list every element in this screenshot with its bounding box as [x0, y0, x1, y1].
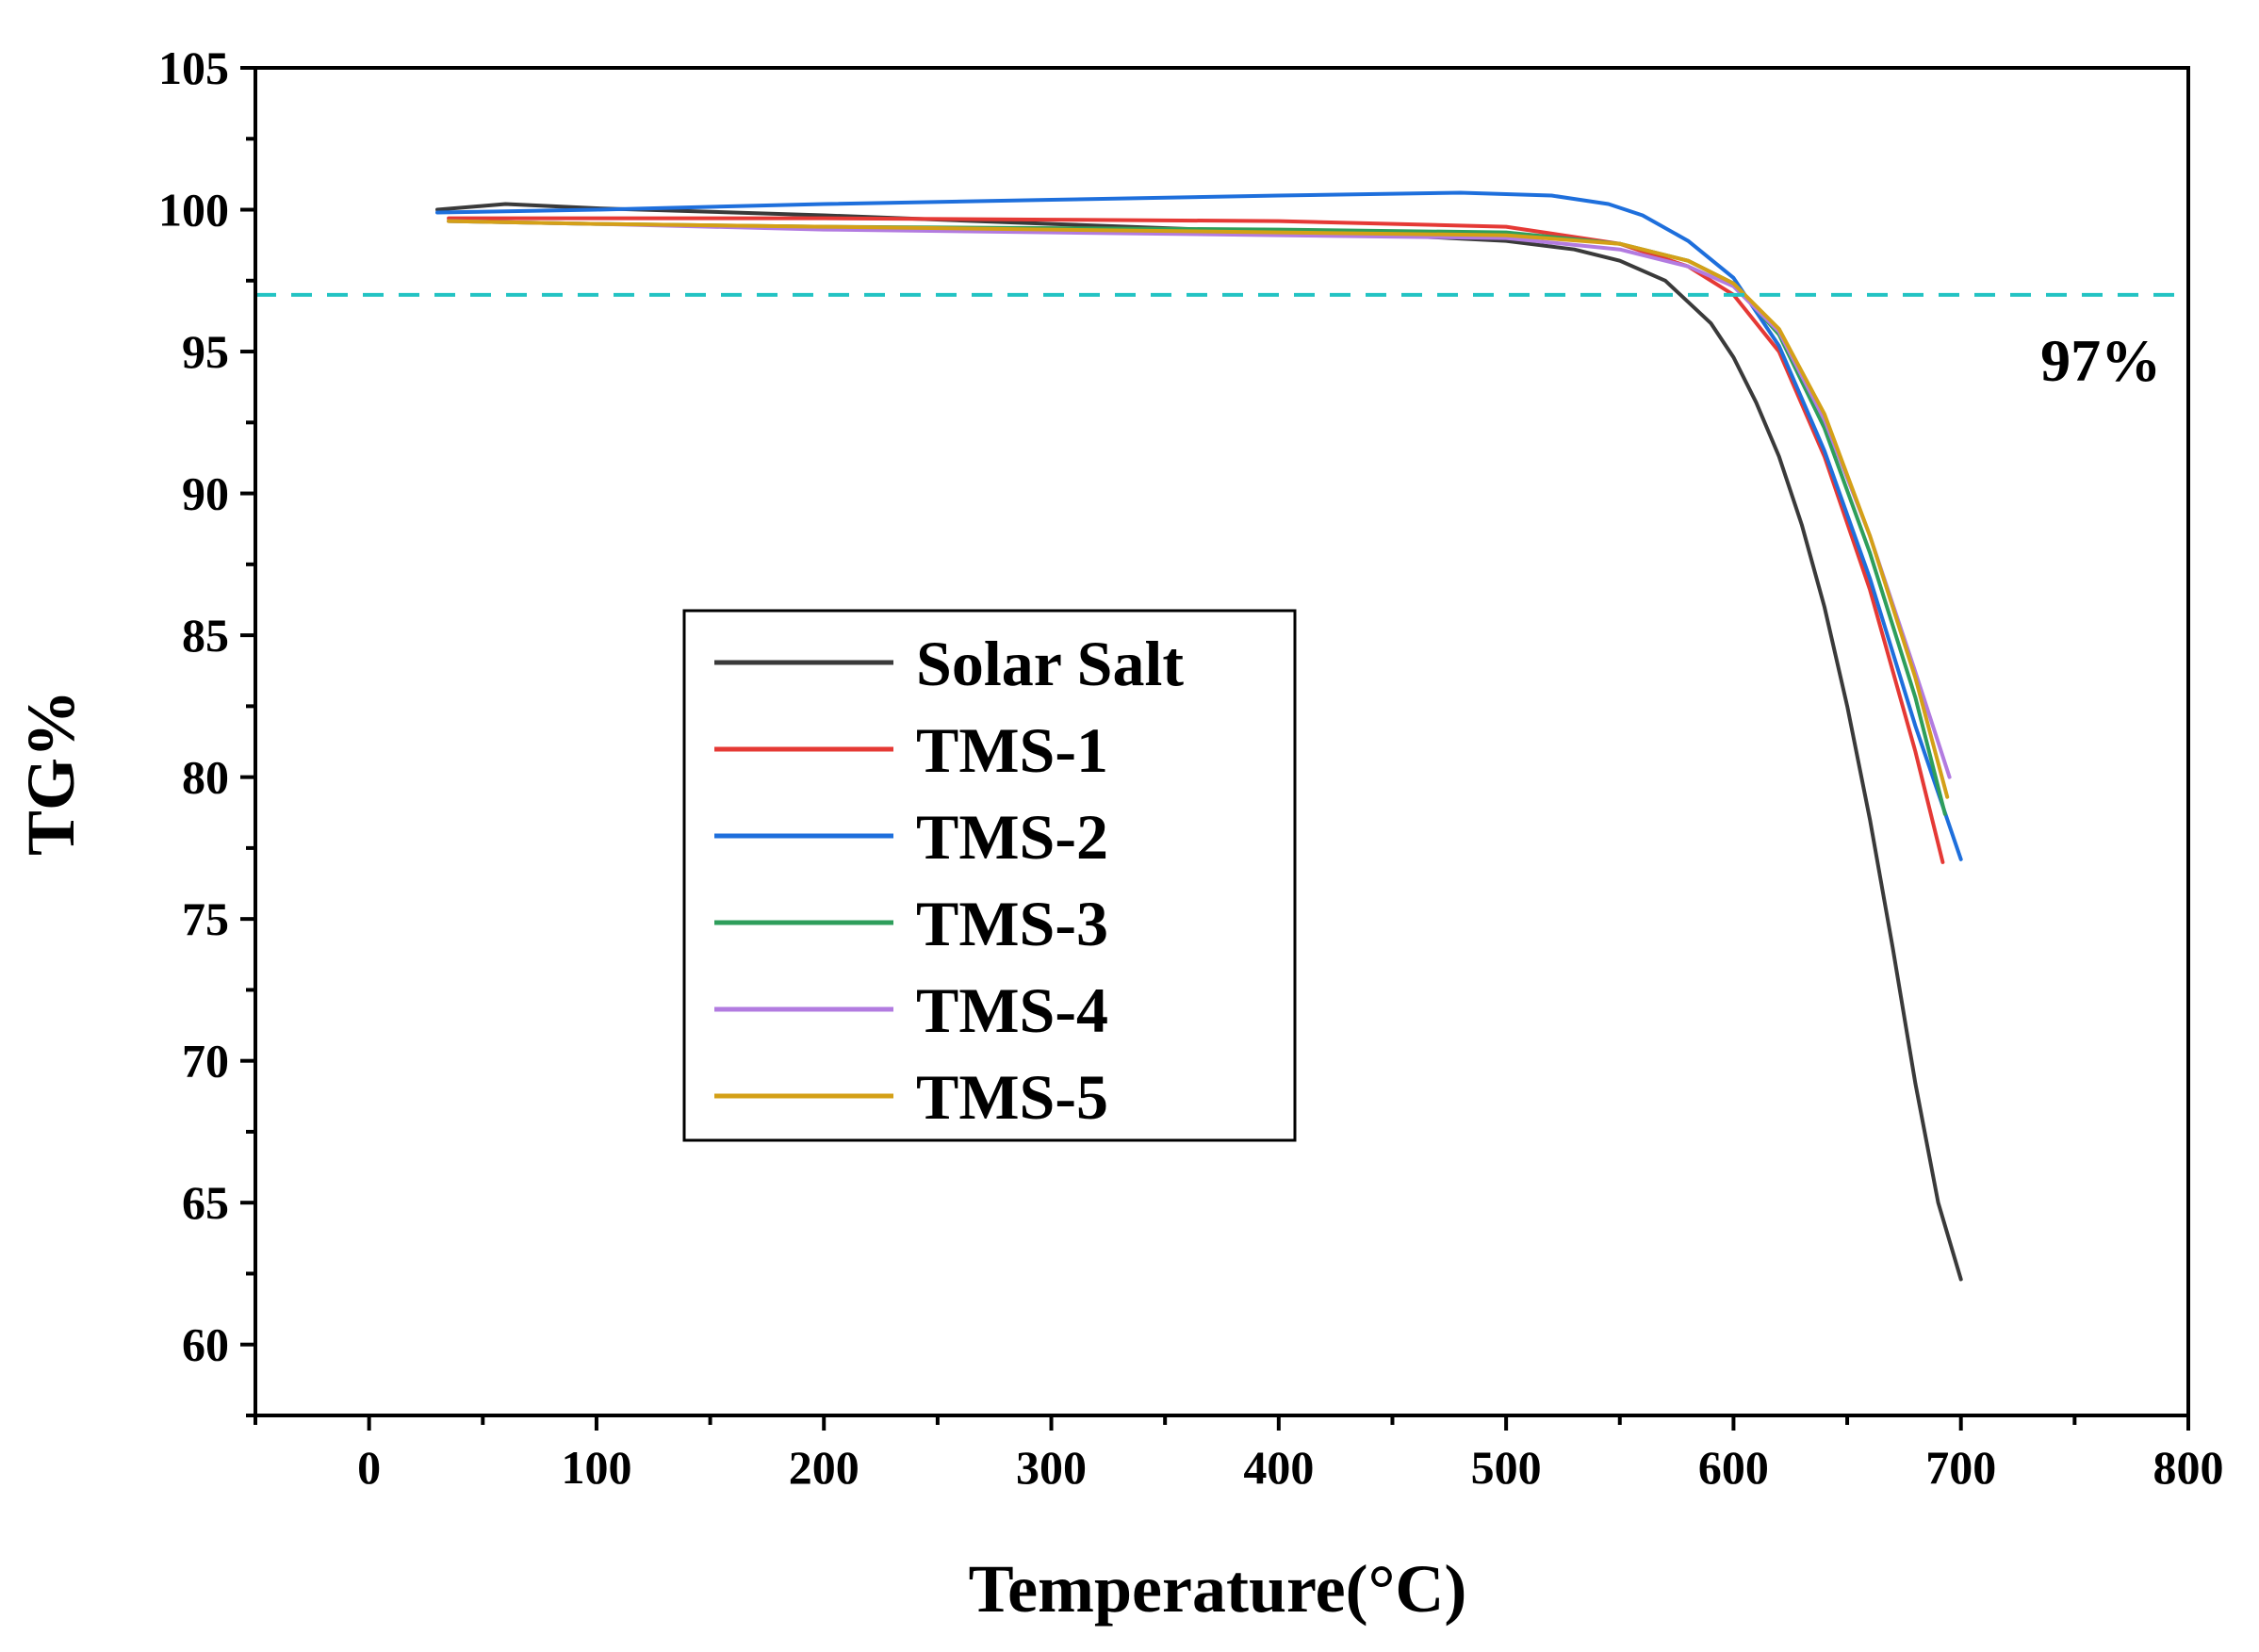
y-tick-label: 95: [182, 325, 229, 378]
x-axis-title: Temperature(°C): [969, 1551, 1467, 1627]
legend-item: TMS-2: [714, 801, 1108, 873]
legend-label: Solar Salt: [916, 628, 1184, 699]
legend-label: TMS-3: [916, 888, 1108, 959]
y-tick-label: 90: [182, 467, 229, 520]
series-line-tms-5: [447, 219, 1950, 799]
x-tick-label: 800: [2153, 1441, 2224, 1494]
legend-label: TMS-4: [916, 974, 1108, 1046]
x-tick-label: 500: [1471, 1441, 1542, 1494]
x-tick-label: 300: [1016, 1441, 1087, 1494]
y-tick-label: 100: [158, 184, 229, 237]
legend-item: TMS-4: [714, 974, 1108, 1046]
x-tick-label: 100: [561, 1441, 631, 1494]
y-tick-label: 60: [182, 1318, 229, 1371]
plot-frame: [254, 66, 2190, 1417]
legend-item: TMS-5: [714, 1061, 1108, 1133]
legend-label: TMS-2: [916, 801, 1108, 873]
y-tick-label: 70: [182, 1035, 229, 1088]
x-tick-label: 400: [1243, 1441, 1314, 1494]
legend-items: Solar Salt TMS-1 TMS-2 TMS-3 TMS-4 TMS-5: [714, 628, 1184, 1133]
series-layer: [435, 190, 1963, 1282]
legend-item: TMS-1: [714, 714, 1108, 786]
x-ticks: 0 100 200 300 400 500 600 700 800: [254, 1415, 2224, 1494]
x-tick-label: 200: [789, 1441, 859, 1494]
y-axis-title: TG%: [13, 690, 89, 856]
legend-item: Solar Salt: [714, 628, 1184, 699]
x-tick-label: 700: [1925, 1441, 1996, 1494]
series-line-tms-1: [447, 216, 1945, 864]
y-tick-label: 65: [182, 1176, 229, 1229]
axes-layer: [254, 66, 2190, 1417]
legend-label: TMS-5: [916, 1061, 1108, 1133]
threshold-annotation: 97%: [2040, 327, 2161, 394]
x-tick-label: 0: [357, 1441, 381, 1494]
legend-box: [682, 609, 1297, 1142]
legend-item: TMS-3: [714, 888, 1108, 959]
y-tick-label: 75: [182, 892, 229, 945]
series-line-tms-2: [435, 190, 1963, 861]
y-ticks: 60 65 70 75 80 85 90 95 100 105: [158, 41, 255, 1417]
legend: Solar Salt TMS-1 TMS-2 TMS-3 TMS-4 TMS-5: [682, 609, 1297, 1142]
y-tick-label: 80: [182, 751, 229, 804]
legend-label: TMS-1: [916, 714, 1108, 786]
y-tick-label: 85: [182, 609, 229, 662]
x-tick-label: 600: [1698, 1441, 1769, 1494]
y-tick-label: 105: [158, 41, 229, 94]
